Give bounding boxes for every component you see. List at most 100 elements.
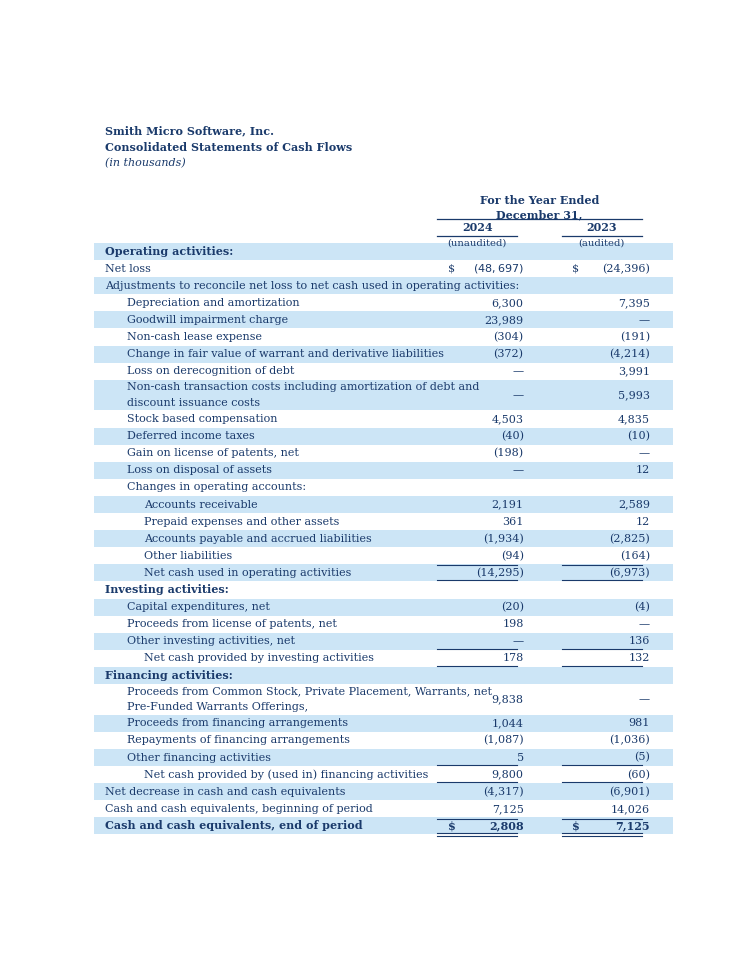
Text: (14,295): (14,295)	[476, 568, 524, 578]
Bar	[94, 749, 673, 766]
Text: $    (48,697)  $: $ (48,697) $	[473, 262, 524, 275]
Text: (198): (198)	[494, 448, 524, 458]
Text: Proceeds from Common Stock, Private Placement, Warrants, net: Proceeds from Common Stock, Private Plac…	[127, 687, 492, 697]
Text: (1,036): (1,036)	[609, 735, 650, 745]
Bar	[94, 496, 673, 513]
Text: (6,973): (6,973)	[610, 568, 650, 578]
Text: Repayments of financing arrangements: Repayments of financing arrangements	[127, 735, 350, 745]
Text: Non-cash lease expense: Non-cash lease expense	[127, 332, 262, 342]
Text: (191): (191)	[620, 331, 650, 342]
Text: 2024: 2024	[462, 222, 492, 233]
Text: —: —	[512, 366, 524, 376]
Text: 12: 12	[636, 516, 650, 526]
Bar	[94, 581, 673, 599]
Text: (2,825): (2,825)	[609, 534, 650, 544]
Bar	[94, 564, 673, 581]
Text: Smith Micro Software, Inc.: Smith Micro Software, Inc.	[105, 126, 274, 137]
Bar	[94, 427, 673, 445]
Text: 198: 198	[502, 619, 524, 629]
Text: 2023: 2023	[586, 222, 617, 233]
Text: Accounts payable and accrued liabilities: Accounts payable and accrued liabilities	[144, 534, 372, 544]
Text: Cash and cash equivalents, end of period: Cash and cash equivalents, end of period	[105, 821, 363, 831]
Text: Changes in operating accounts:: Changes in operating accounts:	[127, 483, 306, 492]
Text: —: —	[639, 315, 650, 325]
Bar	[94, 295, 673, 311]
Text: 23,989: 23,989	[485, 315, 524, 325]
Text: 2,808: 2,808	[489, 821, 524, 831]
Text: For the Year Ended
December 31,: For the Year Ended December 31,	[479, 195, 599, 220]
Text: Other liabilities: Other liabilities	[144, 550, 232, 561]
Text: (4): (4)	[634, 602, 650, 612]
Bar	[94, 684, 673, 715]
Bar	[94, 243, 673, 260]
Bar	[94, 346, 673, 362]
Text: 361: 361	[502, 516, 524, 526]
Text: 4,503: 4,503	[491, 414, 524, 424]
Bar	[94, 547, 673, 564]
Text: Loss on derecognition of debt: Loss on derecognition of debt	[127, 366, 294, 376]
Text: 5: 5	[517, 753, 524, 763]
Text: 1,044: 1,044	[491, 718, 524, 729]
Text: Other investing activities, net: Other investing activities, net	[127, 637, 295, 646]
Text: Capital expenditures, net: Capital expenditures, net	[127, 602, 270, 612]
Text: 136: 136	[628, 637, 650, 646]
Bar	[94, 783, 673, 800]
Text: (4,317): (4,317)	[483, 787, 524, 797]
Text: Prepaid expenses and other assets: Prepaid expenses and other assets	[144, 516, 340, 526]
Text: Proceeds from financing arrangements: Proceeds from financing arrangements	[127, 718, 348, 729]
Bar	[94, 599, 673, 615]
Text: —: —	[512, 465, 524, 476]
Text: (4,214): (4,214)	[609, 349, 650, 359]
Text: 9,800: 9,800	[491, 769, 524, 780]
Bar	[94, 513, 673, 530]
Text: (in thousands): (in thousands)	[105, 158, 186, 169]
Text: 9,838: 9,838	[491, 695, 524, 704]
Text: Net cash provided by (used in) financing activities: Net cash provided by (used in) financing…	[144, 769, 429, 780]
Text: 132: 132	[628, 653, 650, 664]
Text: Goodwill impairment charge: Goodwill impairment charge	[127, 315, 288, 325]
Text: Consolidated Statements of Cash Flows: Consolidated Statements of Cash Flows	[105, 141, 352, 153]
Bar	[94, 615, 673, 633]
Text: Depreciation and amortization: Depreciation and amortization	[127, 297, 299, 308]
Text: Other financing activities: Other financing activities	[127, 753, 271, 763]
Text: 7,125: 7,125	[616, 821, 650, 831]
Text: 4,835: 4,835	[618, 414, 650, 424]
Text: Stock based compensation: Stock based compensation	[127, 414, 278, 424]
Text: 7,395: 7,395	[618, 297, 650, 308]
Text: Cash and cash equivalents, beginning of period: Cash and cash equivalents, beginning of …	[105, 804, 373, 814]
Bar	[94, 445, 673, 462]
Text: Change in fair value of warrant and derivative liabilities: Change in fair value of warrant and deri…	[127, 349, 444, 359]
Text: Non-cash transaction costs including amortization of debt and: Non-cash transaction costs including amo…	[127, 383, 479, 392]
Text: (24,396): (24,396)	[602, 264, 650, 274]
Text: 2,191: 2,191	[491, 499, 524, 510]
Text: 178: 178	[503, 653, 524, 664]
Bar	[94, 260, 673, 277]
Bar	[94, 362, 673, 380]
Text: 14,026: 14,026	[611, 804, 650, 814]
Text: —: —	[639, 695, 650, 704]
Text: Accounts receivable: Accounts receivable	[144, 499, 257, 510]
Text: 981: 981	[628, 718, 650, 729]
Bar	[94, 633, 673, 650]
Text: (304): (304)	[494, 331, 524, 342]
Text: Investing activities:: Investing activities:	[105, 584, 229, 596]
Bar	[94, 818, 673, 834]
Bar	[94, 715, 673, 732]
Text: 2,589: 2,589	[618, 499, 650, 510]
Text: (164): (164)	[620, 550, 650, 561]
Text: Pre-Funded Warrants Offerings,: Pre-Funded Warrants Offerings,	[127, 703, 308, 712]
Text: (60): (60)	[627, 769, 650, 780]
Text: $: $	[572, 821, 580, 831]
Text: —: —	[639, 619, 650, 629]
Bar	[94, 479, 673, 496]
Text: 5,993: 5,993	[618, 391, 650, 400]
Text: Gain on license of patents, net: Gain on license of patents, net	[127, 449, 298, 458]
Text: 6,300: 6,300	[491, 297, 524, 308]
Bar	[94, 311, 673, 328]
Bar	[94, 462, 673, 479]
Text: (372): (372)	[494, 349, 524, 359]
Text: Net decrease in cash and cash equivalents: Net decrease in cash and cash equivalent…	[105, 787, 346, 797]
Text: 3,991: 3,991	[618, 366, 650, 376]
Text: Net loss: Net loss	[105, 264, 151, 273]
Text: Net cash used in operating activities: Net cash used in operating activities	[144, 568, 352, 578]
